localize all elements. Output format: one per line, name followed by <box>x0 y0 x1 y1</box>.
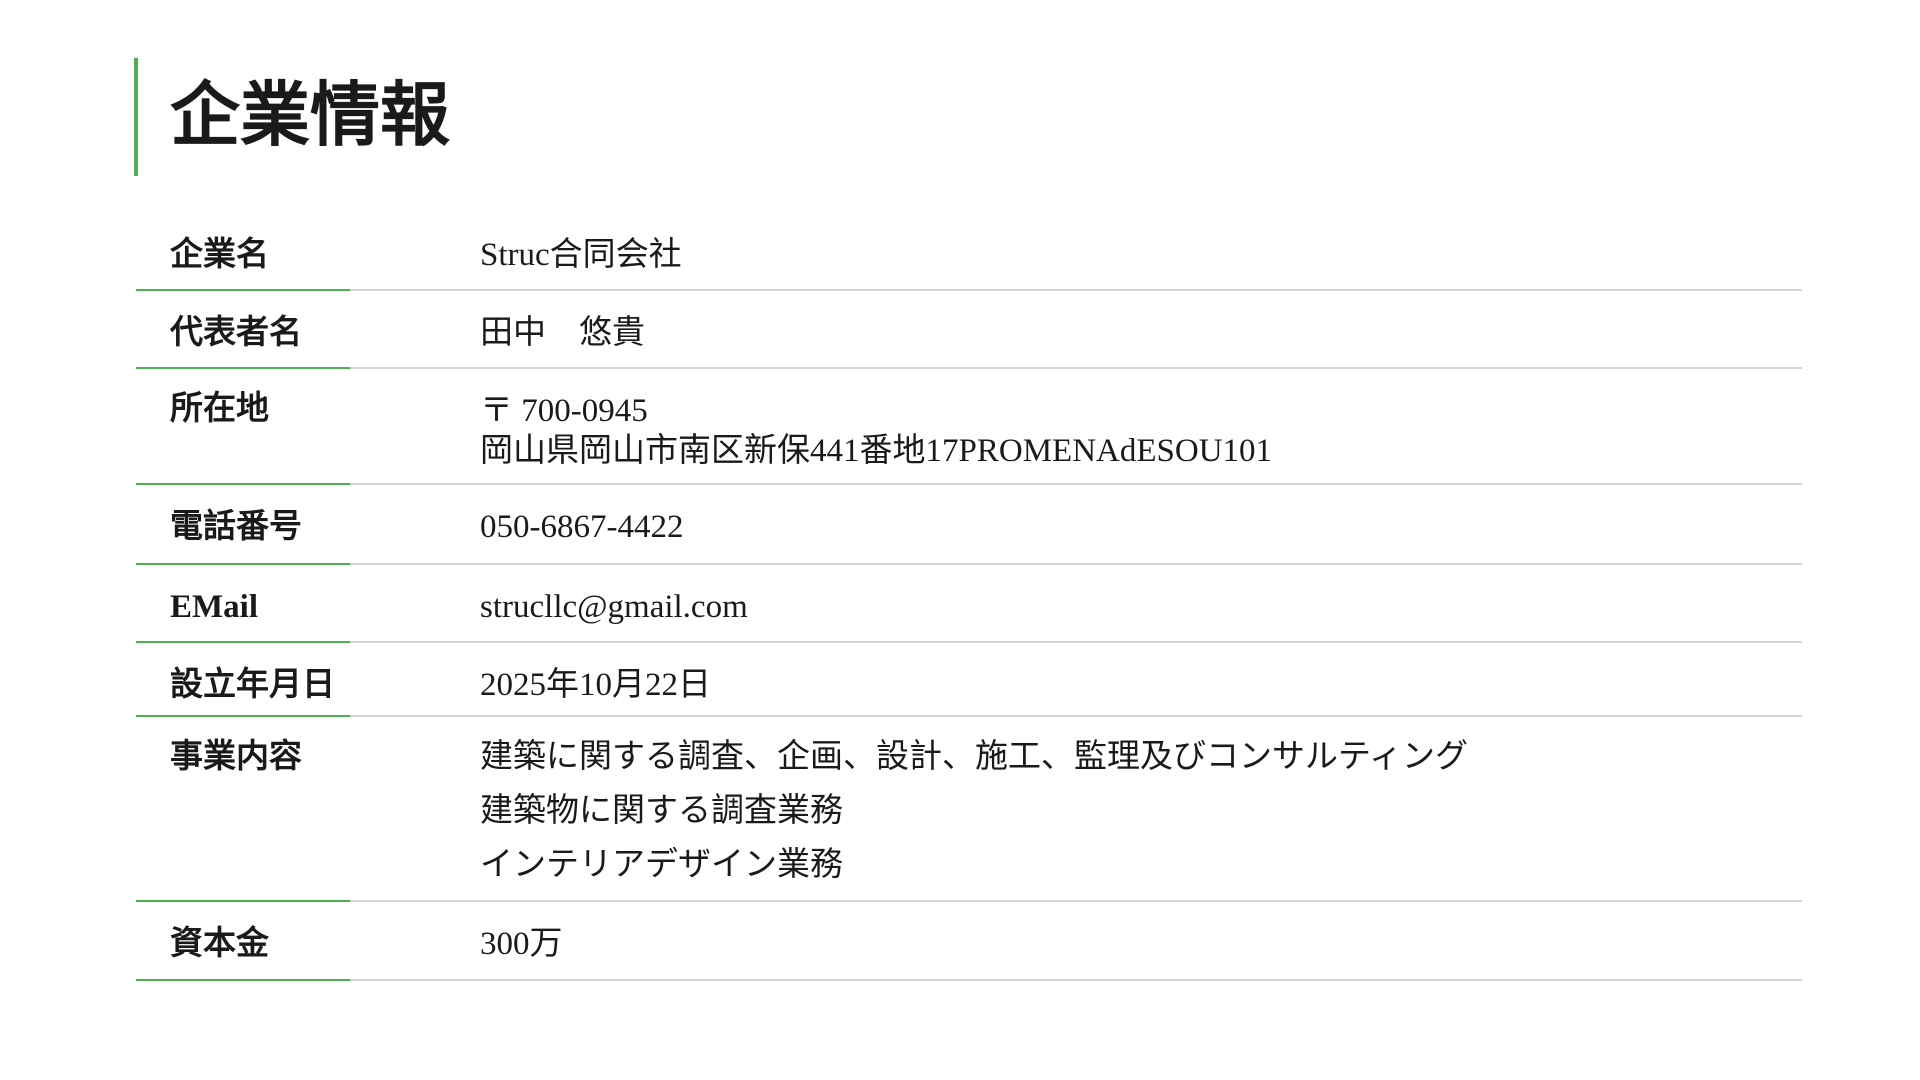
row-value: 2025年10月22日 <box>480 665 711 705</box>
row-value: 300万 <box>480 924 563 964</box>
row-label: 資本金 <box>170 926 269 962</box>
table-row: 設立年月日 2025年10月22日 <box>136 643 1802 717</box>
table-row: EMail strucllc@gmail.com <box>136 565 1802 643</box>
info-table: 企業名 Struc合同会社代表者名 田中 悠貴所在地 〒 700-0945 岡山県岡山市… <box>136 213 1802 981</box>
page-title: 企業情報 <box>134 58 450 176</box>
value-line: Struc合同会社 <box>480 237 682 273</box>
table-row: 所在地 〒 700-0945 岡山県岡山市南区新保441番地17PROMENAdES… <box>136 369 1802 485</box>
table-row: 電話番号 050-6867-4422 <box>136 485 1802 565</box>
row-value: strucllc@gmail.com <box>480 587 748 627</box>
value-line: 300万 <box>480 926 563 962</box>
value-line: 2025年10月22日 <box>480 667 711 703</box>
table-row: 代表者名 田中 悠貴 <box>136 291 1802 369</box>
row-value: 田中 悠貴 <box>480 313 645 353</box>
row-label: EMail <box>170 589 258 625</box>
value-line: インテリアデザイン業務 <box>480 847 843 883</box>
row-label: 設立年月日 <box>170 667 335 703</box>
row-label: 企業名 <box>170 237 269 273</box>
row-label: 所在地 <box>170 391 269 427</box>
row-value: 〒 700-0945 岡山県岡山市南区新保441番地17PROMENAdESOU1… <box>480 391 1272 471</box>
row-value: Struc合同会社 <box>480 235 682 275</box>
value-line: 〒 700-0945 <box>480 393 648 429</box>
table-row: 企業名 Struc合同会社 <box>136 213 1802 291</box>
row-label: 事業内容 <box>170 739 302 775</box>
value-line: 050-6867-4422 <box>480 509 684 545</box>
table-row: 事業内容 建築に関する調査、企画、設計、施工、監理及びコンサルティング 建築物に関す… <box>136 717 1802 902</box>
value-line: 岡山県岡山市南区新保441番地17PROMENAdESOU101 <box>480 433 1273 469</box>
row-value: 050-6867-4422 <box>480 507 683 547</box>
value-line: 建築物に関する調査業務 <box>480 793 843 829</box>
row-value: 建築に関する調査、企画、設計、施工、監理及びコンサルティング 建築物に関する調査業… <box>480 730 1468 892</box>
table-row: 資本金 300万 <box>136 902 1802 981</box>
row-label: 電話番号 <box>170 509 302 545</box>
row-label: 代表者名 <box>170 315 302 351</box>
value-line: 田中 悠貴 <box>480 315 645 351</box>
value-line: 建築に関する調査、企画、設計、施工、監理及びコンサルティング <box>480 739 1469 775</box>
value-line: strucllc@gmail.com <box>480 589 748 625</box>
